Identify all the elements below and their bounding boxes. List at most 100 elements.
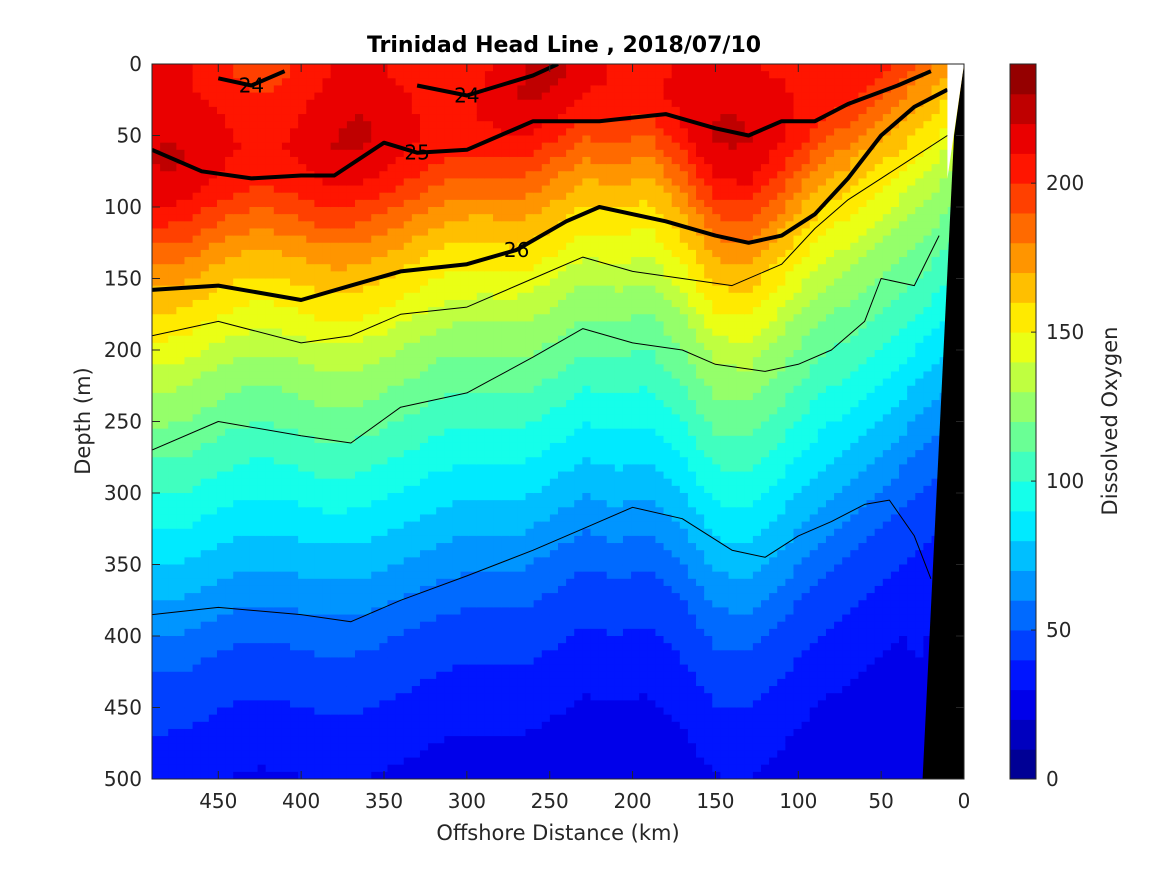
oxygen-cell [152,743,161,751]
oxygen-cell [184,442,194,451]
oxygen-cell [493,285,502,294]
oxygen-cell [387,764,397,773]
oxygen-cell [517,471,527,480]
oxygen-cell [306,721,315,730]
oxygen-cell [225,743,234,751]
oxygen-cell [241,357,251,365]
oxygen-cell [322,78,332,87]
oxygen-cell [428,321,437,330]
oxygen-cell [314,464,324,473]
oxygen-cell [160,85,169,94]
oxygen-cell [493,593,502,601]
oxygen-cell [363,428,372,437]
oxygen-cell [541,743,551,751]
oxygen-cell [338,493,348,501]
oxygen-cell [152,557,161,566]
oxygen-cell [436,478,445,487]
oxygen-cell [152,249,161,258]
oxygen-cell [525,257,535,265]
oxygen-cell [379,514,389,523]
oxygen-cell [273,164,283,172]
oxygen-cell [249,550,259,558]
oxygen-cell [484,171,494,179]
oxygen-cell [387,92,397,101]
oxygen-cell [184,607,194,616]
oxygen-cell [419,736,429,744]
oxygen-cell [200,442,210,451]
oxygen-cell [403,421,413,430]
oxygen-cell [249,471,259,480]
oxygen-cell [436,600,445,608]
oxygen-cell [525,385,535,394]
oxygen-cell [160,528,169,537]
oxygen-cell [225,636,234,644]
oxygen-cell [468,750,478,759]
oxygen-cell [346,106,356,115]
oxygen-cell [541,156,551,165]
oxygen-cell [549,292,559,301]
oxygen-cell [273,221,283,230]
oxygen-cell [184,500,194,508]
oxygen-cell [330,321,340,330]
oxygen-cell [168,671,177,680]
oxygen-cell [208,693,218,701]
oxygen-cell [216,135,226,144]
oxygen-cell [225,571,234,580]
oxygen-cell [152,71,161,79]
oxygen-cell [281,628,291,637]
oxygen-cell [306,278,315,287]
oxygen-cell [281,435,291,444]
oxygen-cell [387,607,397,616]
oxygen-cell [363,385,372,394]
oxygen-cell [549,128,559,137]
oxygen-cell [395,192,405,201]
oxygen-cell [549,728,559,737]
oxygen-cell [355,736,364,744]
oxygen-cell [541,471,551,480]
oxygen-cell [208,171,218,179]
oxygen-cell [411,664,421,673]
oxygen-cell [176,550,186,558]
oxygen-cell [233,357,242,365]
oxygen-cell [419,657,429,666]
oxygen-cell [411,371,421,380]
oxygen-cell [233,421,242,430]
oxygen-cell [403,664,413,673]
oxygen-cell [541,600,551,608]
oxygen-cell [322,514,332,523]
oxygen-cell [192,750,202,759]
oxygen-cell [444,700,454,709]
oxygen-cell [216,428,226,437]
oxygen-cell [525,550,535,558]
oxygen-cell [152,171,161,179]
oxygen-cell [517,192,527,201]
oxygen-cell [533,85,543,94]
oxygen-cell [281,178,291,187]
oxygen-cell [176,671,186,680]
oxygen-cell [460,207,470,215]
oxygen-cell [493,521,502,530]
oxygen-cell [338,485,348,494]
oxygen-cell [509,650,518,659]
oxygen-cell [249,636,259,644]
oxygen-cell [403,342,413,351]
oxygen-cell [200,678,210,687]
oxygen-cell [290,435,299,444]
oxygen-cell [241,485,251,494]
oxygen-cell [168,92,177,101]
oxygen-cell [281,678,291,687]
oxygen-cell [419,600,429,608]
oxygen-cell [395,357,405,365]
oxygen-cell [403,156,413,165]
oxygen-cell [200,400,210,408]
oxygen-cell [168,235,177,244]
oxygen-cell [168,421,177,430]
oxygen-cell [509,228,518,237]
oxygen-cell [517,600,527,608]
oxygen-cell [330,328,340,337]
oxygen-cell [484,242,494,251]
oxygen-cell [541,199,551,208]
oxygen-cell [460,514,470,523]
oxygen-cell [346,99,356,108]
oxygen-cell [525,335,535,344]
